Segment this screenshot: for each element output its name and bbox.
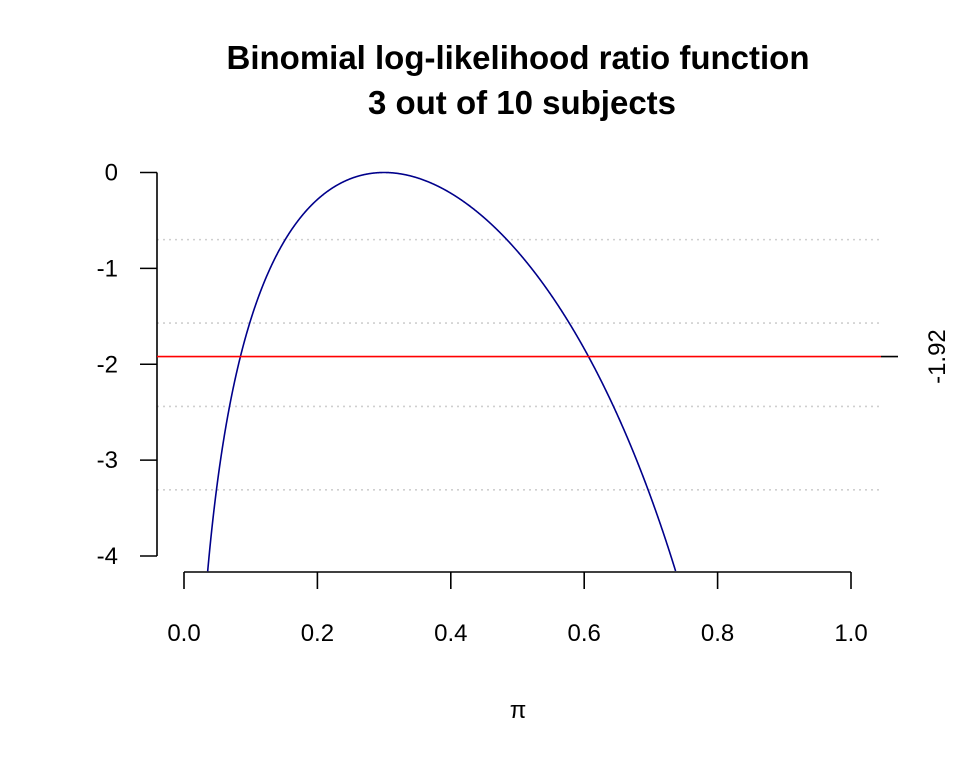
x-tick-label-3: 0.6 xyxy=(568,620,601,647)
x-tick-label-2: 0.4 xyxy=(434,620,467,647)
plot-area: -1.92 xyxy=(157,171,951,572)
y-tick-label-3: -3 xyxy=(97,447,118,474)
x-tick-label-1: 0.2 xyxy=(301,620,334,647)
y-tick-label-2: -2 xyxy=(97,351,118,378)
x-tick-label-0: 0.0 xyxy=(167,620,200,647)
axes: 0 -1 -2 -3 -4 0.0 0.2 0.4 0.6 0.8 1.0 xyxy=(97,160,868,648)
chart-subtitle: 3 out of 10 subjects xyxy=(368,84,676,121)
reference-line-label: -1.92 xyxy=(924,329,951,384)
x-tick-label-5: 1.0 xyxy=(834,620,867,647)
y-tick-label-4: -4 xyxy=(97,543,118,570)
chart-title: Binomial log-likelihood ratio function xyxy=(227,39,810,76)
y-tick-label-0: 0 xyxy=(105,160,118,187)
y-tick-label-1: -1 xyxy=(97,255,118,282)
gridlines xyxy=(157,238,881,491)
llr-curve xyxy=(206,171,677,572)
x-axis-label: π xyxy=(510,697,527,724)
x-tick-label-4: 0.8 xyxy=(701,620,734,647)
